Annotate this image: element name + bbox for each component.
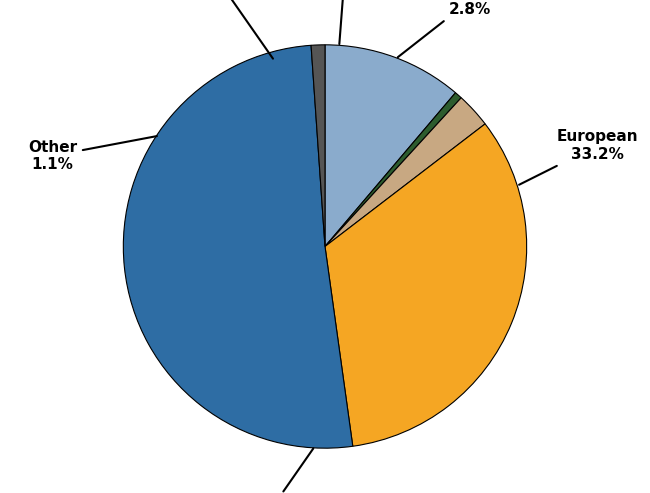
Text: Other
1.1%: Other 1.1%	[28, 136, 157, 172]
Wedge shape	[325, 98, 485, 246]
Text: Pacific Peoples
11.2%: Pacific Peoples 11.2%	[150, 0, 278, 59]
Wedge shape	[325, 45, 456, 247]
Wedge shape	[311, 45, 325, 247]
Text: Maori
51.1%: Maori 51.1%	[242, 449, 313, 493]
Text: Unknown
0.6%: Unknown 0.6%	[306, 0, 385, 44]
Wedge shape	[325, 124, 526, 446]
Wedge shape	[325, 93, 462, 246]
Text: European
33.2%: European 33.2%	[519, 130, 638, 185]
Wedge shape	[124, 45, 353, 448]
Text: Asian
2.8%: Asian 2.8%	[398, 0, 494, 57]
